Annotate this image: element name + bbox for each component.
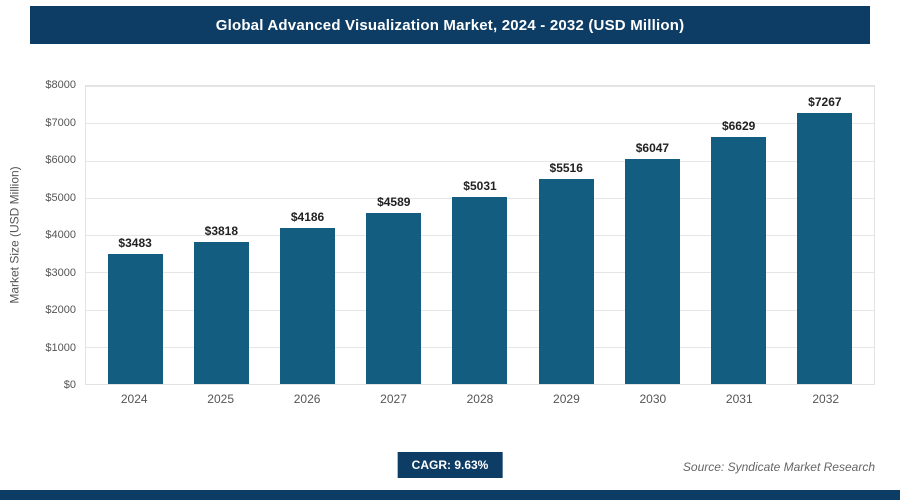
x-tick-label: 2024: [120, 392, 148, 406]
y-tick-label: $5000: [45, 191, 76, 204]
bar-value-label: $5516: [549, 160, 583, 175]
x-tick-label: 2031: [725, 392, 753, 406]
bar-group: $7267: [782, 86, 868, 384]
bottom-accent-bar: [0, 490, 900, 500]
plot-area: $3483 $3818 $4186 $4589 $5031 $5516 $6047 $6629…: [85, 85, 875, 385]
y-tick-label: $7000: [45, 116, 76, 129]
bar-value-label: $4186: [290, 210, 325, 225]
bar: [107, 254, 163, 384]
source-credit: Source: Syndicate Market Research: [682, 460, 875, 474]
y-axis-title: Market Size (USD Million): [6, 85, 24, 385]
x-tick-label: 2029: [553, 392, 580, 406]
y-tick-label: $8000: [45, 79, 76, 91]
y-tick-label: $1000: [45, 341, 76, 354]
x-tick-label: 2030: [639, 392, 667, 406]
bar-value-label: $6047: [635, 140, 670, 155]
bar-value-label: $3818: [204, 223, 239, 238]
bar: [624, 158, 680, 384]
x-tick-label: 2026: [293, 392, 321, 406]
bar-value-label: $6629: [721, 119, 756, 134]
y-tick-label: $4000: [45, 229, 76, 241]
bar-group: $6047: [609, 86, 695, 384]
y-tick-label: $6000: [45, 154, 76, 166]
bar: [538, 178, 594, 384]
y-tick-label: $2000: [45, 304, 76, 316]
y-axis-title-text: Market Size (USD Million): [8, 166, 23, 304]
bar-group: $4589: [351, 86, 437, 384]
y-tick-label: $3000: [45, 266, 76, 279]
x-tick-label: 2027: [380, 392, 407, 406]
bar: [452, 196, 508, 384]
x-tick-label: 2028: [466, 392, 494, 406]
bar-value-label: $4589: [377, 195, 411, 210]
bar: [280, 228, 336, 384]
x-tick-label: 2032: [812, 392, 840, 406]
bar-group: $6629: [696, 86, 782, 384]
bar-value-label: $5031: [463, 178, 497, 193]
y-tick-label: $0: [63, 379, 76, 391]
bar-value-label: $7267: [808, 95, 842, 110]
cagr-badge: CAGR: 9.63%: [397, 452, 503, 478]
bar-group: $3818: [178, 86, 264, 384]
bar-group: $5516: [523, 86, 609, 384]
gridline: [86, 160, 874, 162]
y-axis-ticks: $0 $1000 $2000 $3000 $4000 $5000 $6000 $7000 $80…: [28, 79, 80, 391]
bar: [711, 137, 767, 384]
bar-group: $5031: [437, 86, 523, 384]
bar: [193, 241, 249, 384]
chart-title: Global Advanced Visualization Market, 20…: [215, 16, 685, 34]
bar: [366, 213, 422, 384]
bar-group: $4186: [264, 86, 350, 384]
bars: $3483 $3818 $4186 $4589 $5031 $5516 $6047 $6629…: [86, 86, 874, 384]
bar: [797, 113, 853, 384]
x-axis-labels: 2024 2025 2026 2027 2028 2029 2030 2031 2032: [85, 392, 875, 406]
gridline: [86, 123, 874, 125]
bar-value-label: $3483: [118, 236, 152, 251]
bar-group: $3483: [92, 86, 178, 384]
gridline: [86, 86, 874, 87]
cagr-label: CAGR: 9.63%: [411, 458, 489, 472]
x-tick-label: 2025: [207, 392, 234, 406]
chart-title-banner: Global Advanced Visualization Market, 20…: [30, 6, 870, 44]
